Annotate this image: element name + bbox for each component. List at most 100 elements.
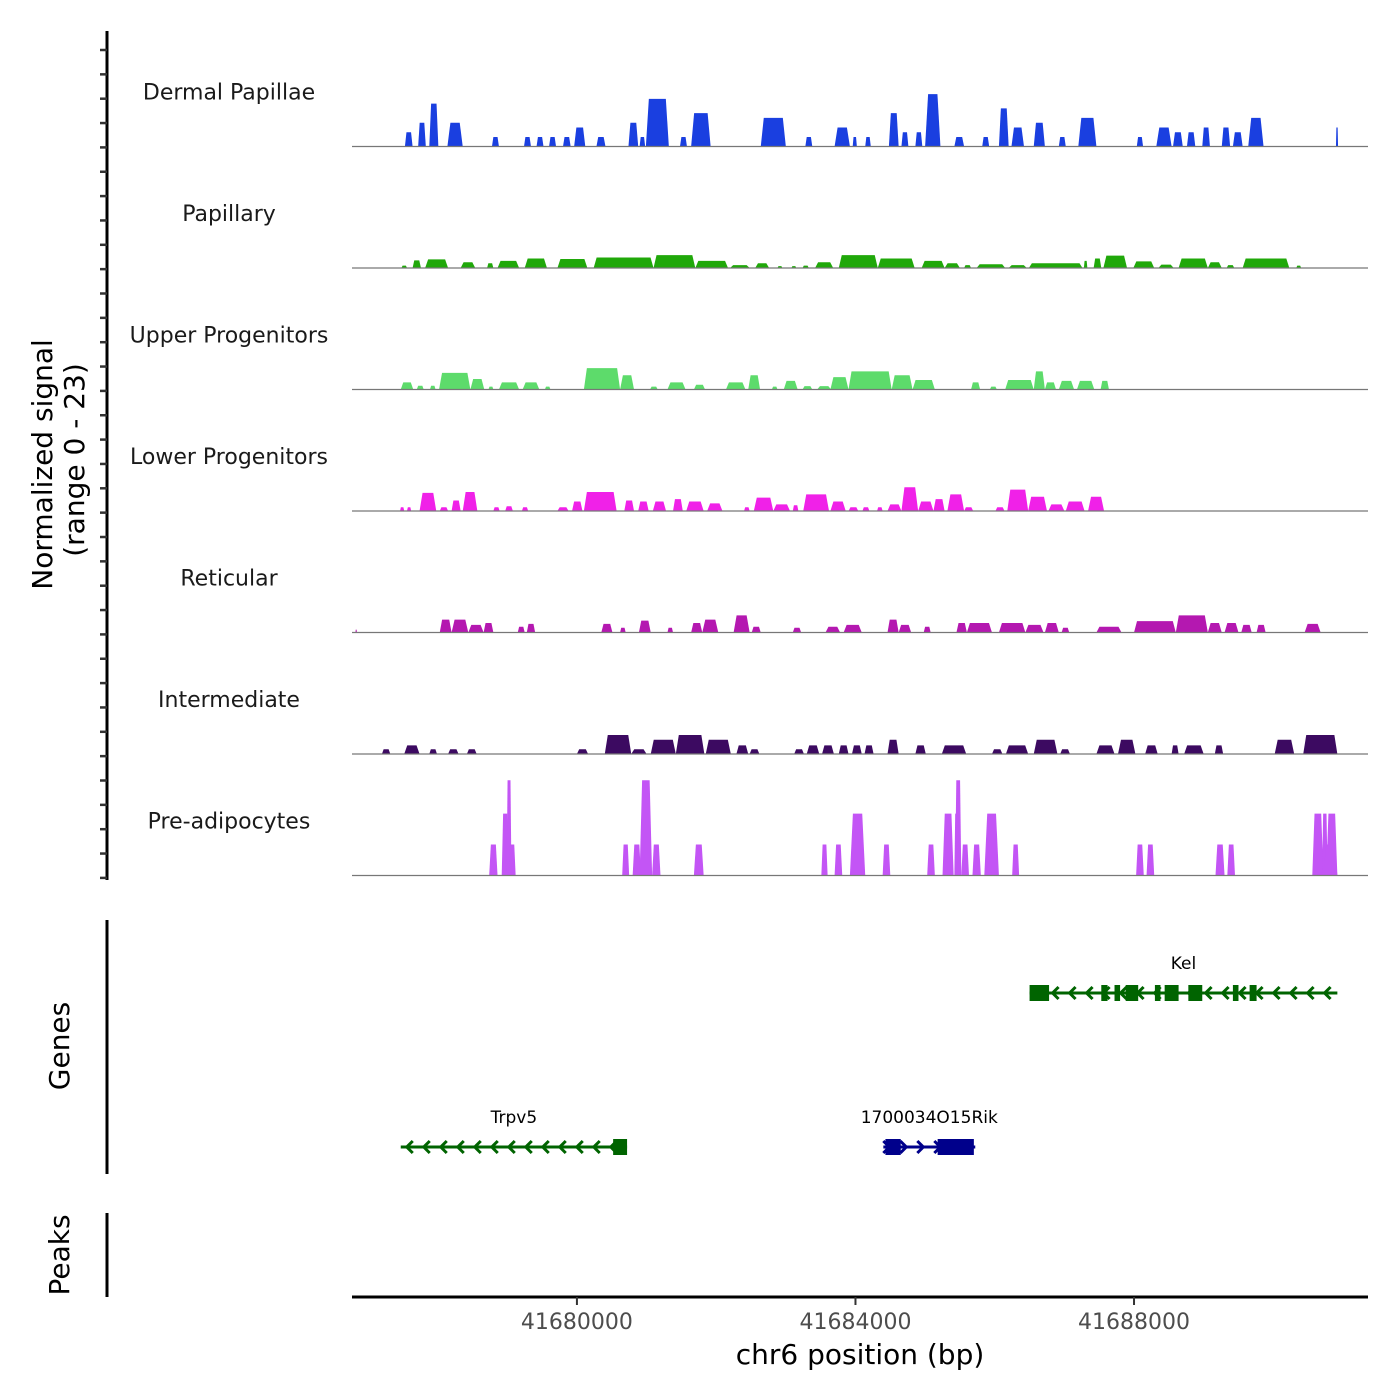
signal-peak (1065, 501, 1085, 511)
track-label: Intermediate (158, 688, 300, 713)
signal-peak (838, 255, 878, 268)
signal-peak (887, 739, 899, 754)
signal-peak (686, 501, 704, 511)
signal-peak (447, 122, 463, 147)
signal-peak (429, 749, 437, 754)
signal-peak (912, 379, 935, 390)
signal-peak (638, 501, 649, 511)
signal-peak (695, 260, 729, 268)
gene-label: Trpv5 (490, 1108, 538, 1128)
signal-peak (601, 623, 613, 633)
signal-peak (1242, 258, 1290, 268)
signal-peak (675, 734, 705, 754)
signal-peak (522, 382, 540, 390)
signal-peak (620, 375, 635, 390)
y-axis-title-line-2: (range 0 - 23) (58, 363, 91, 557)
signal-peak (632, 844, 641, 876)
signal-peak (593, 257, 654, 268)
signal-peak (843, 624, 862, 633)
signal-peak (524, 258, 547, 268)
gene-1700034o15rik[interactable]: 1700034O15Rik (861, 1108, 998, 1155)
signal-peak (407, 507, 412, 511)
signal-peak (673, 499, 683, 511)
signal-peak (848, 371, 892, 390)
signal-peak (1274, 739, 1295, 754)
signal-peak (544, 386, 551, 390)
track-label: Reticular (180, 567, 278, 592)
signal-peak (489, 844, 498, 876)
signal-peak (562, 136, 571, 147)
signal-peak (448, 749, 459, 754)
gene-kel[interactable]: Kel (1029, 954, 1338, 1001)
gene-exon (885, 1139, 901, 1155)
signal-peak (887, 619, 899, 633)
signal-peak (1171, 745, 1179, 754)
signal-peak (667, 382, 686, 390)
signal-peak (1214, 745, 1224, 754)
signal-peak (1058, 136, 1066, 147)
signal-peak (702, 619, 719, 633)
strand-arrow-icon (404, 1139, 414, 1155)
strand-arrow-icon (1067, 985, 1077, 1001)
signal-peak (773, 504, 791, 511)
signal-peak (1207, 622, 1222, 633)
signal-peak (915, 132, 923, 147)
signal-peak (466, 749, 477, 754)
signal-peak (460, 262, 476, 268)
gene-trpv5[interactable]: Trpv5 (400, 1108, 628, 1155)
signal-peak (1088, 496, 1105, 511)
signal-peak (604, 734, 632, 754)
gene-exon (1114, 985, 1121, 1001)
gene-exon (1125, 985, 1139, 1001)
strand-arrow-icon (591, 1139, 601, 1155)
signal-peak (961, 844, 969, 876)
gene-exon (1101, 985, 1108, 1001)
signal-peak (1096, 745, 1115, 754)
signal-peak (751, 626, 761, 633)
strand-arrow-icon (421, 1139, 431, 1155)
signal-peak (1134, 621, 1176, 633)
signal-peak (707, 503, 723, 511)
signal-peak (645, 98, 669, 147)
signal-peak (1005, 379, 1034, 390)
y-axis-title: Normalized signal (range 0 - 23) (26, 330, 91, 589)
signal-peak (650, 386, 658, 390)
signal-peak (802, 386, 813, 390)
signal-peak (947, 494, 965, 511)
signal-peak (851, 745, 862, 754)
signal-peak (1323, 844, 1338, 876)
strand-arrow-icon (1084, 985, 1094, 1001)
signal-peak (508, 844, 516, 876)
signal-peak (439, 619, 452, 633)
track-label: Papillary (182, 202, 276, 227)
signal-peak (400, 507, 405, 511)
signal-peak (733, 615, 750, 633)
signal-peak (620, 627, 626, 633)
strand-arrow-icon (1050, 985, 1060, 1001)
x-tick-label: 41684000 (799, 1310, 911, 1335)
signal-peak (667, 627, 674, 633)
signal-peak (526, 623, 536, 633)
signal-peak (1028, 496, 1047, 511)
x-tick-label: 41688000 (1078, 1310, 1190, 1335)
signal-peak (964, 507, 974, 511)
strand-arrow-icon (899, 1139, 909, 1155)
signal-peak (852, 136, 857, 147)
signal-peak (848, 507, 859, 511)
signal-peak (749, 749, 760, 754)
track-dermal-papillae: Dermal Papillae (143, 81, 1368, 148)
signal-peak (921, 260, 945, 268)
signal-peak (1083, 260, 1088, 268)
signal-peak (416, 385, 424, 390)
signal-peak (1224, 622, 1239, 633)
gene-exon (1188, 985, 1203, 1001)
signal-peak (760, 117, 786, 147)
y-axis-title-line-1: Normalized signal (26, 339, 59, 590)
signal-peak (381, 749, 391, 754)
signal-peak (1335, 127, 1339, 147)
signal-peak (1044, 382, 1057, 390)
signal-peak (971, 382, 981, 390)
signal-peak (425, 259, 449, 268)
signal-peak (412, 260, 421, 268)
